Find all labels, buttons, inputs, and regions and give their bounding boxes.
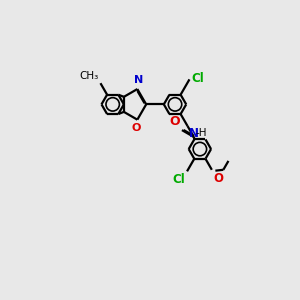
Text: O: O	[213, 172, 223, 184]
Text: -H: -H	[196, 128, 207, 138]
Text: O: O	[132, 123, 141, 133]
Text: N: N	[134, 75, 143, 85]
Text: O: O	[169, 115, 180, 128]
Text: Cl: Cl	[192, 72, 205, 85]
Text: N: N	[189, 128, 199, 140]
Text: CH₃: CH₃	[80, 71, 99, 81]
Text: Cl: Cl	[173, 173, 186, 186]
